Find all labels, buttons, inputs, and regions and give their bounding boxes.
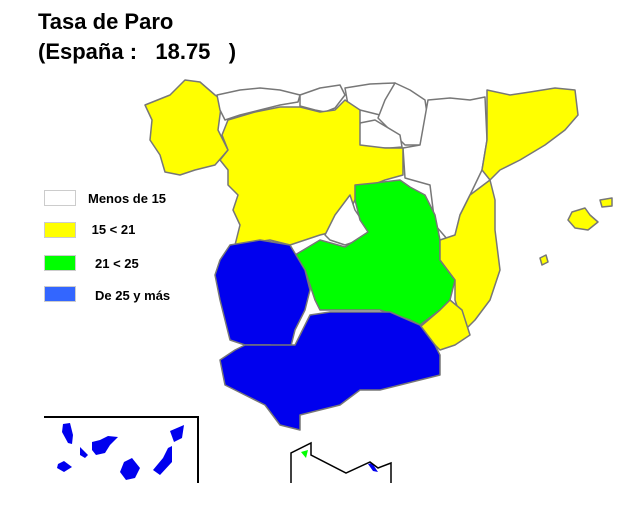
region-extremadura[interactable] — [214, 239, 311, 351]
map-title: Tasa de Paro — [38, 9, 174, 34]
region-galicia[interactable] — [144, 79, 229, 176]
canarias-inset-frame — [44, 416, 199, 483]
legend-item-21-25 — [44, 254, 76, 272]
legend-swatch — [44, 255, 76, 271]
legend-label: Menos de 15 — [88, 191, 167, 206]
region-cantabria[interactable] — [299, 84, 346, 113]
map-subtitle: (España : 18.75 ) — [38, 39, 237, 64]
legend-swatch — [44, 286, 76, 302]
legend-label: De 25 y más — [95, 288, 171, 303]
region-andalucia[interactable] — [219, 311, 441, 431]
legend-item-25-mas — [44, 285, 76, 303]
region-canarias[interactable] — [57, 423, 184, 480]
legend-swatch — [44, 190, 76, 206]
north-africa-inset-frame — [290, 441, 392, 483]
legend-item-menos-15 — [44, 189, 76, 207]
legend-label: 21 < 25 — [95, 256, 139, 271]
legend-label: 15 < 21 — [88, 222, 136, 237]
legend-item-15-21 — [44, 221, 76, 239]
region-asturias[interactable] — [216, 87, 301, 121]
region-ceuta[interactable] — [301, 450, 308, 458]
region-baleares[interactable] — [539, 197, 613, 266]
region-melilla[interactable] — [368, 463, 378, 472]
region-cataluna[interactable] — [481, 87, 579, 181]
legend-swatch — [44, 222, 76, 238]
